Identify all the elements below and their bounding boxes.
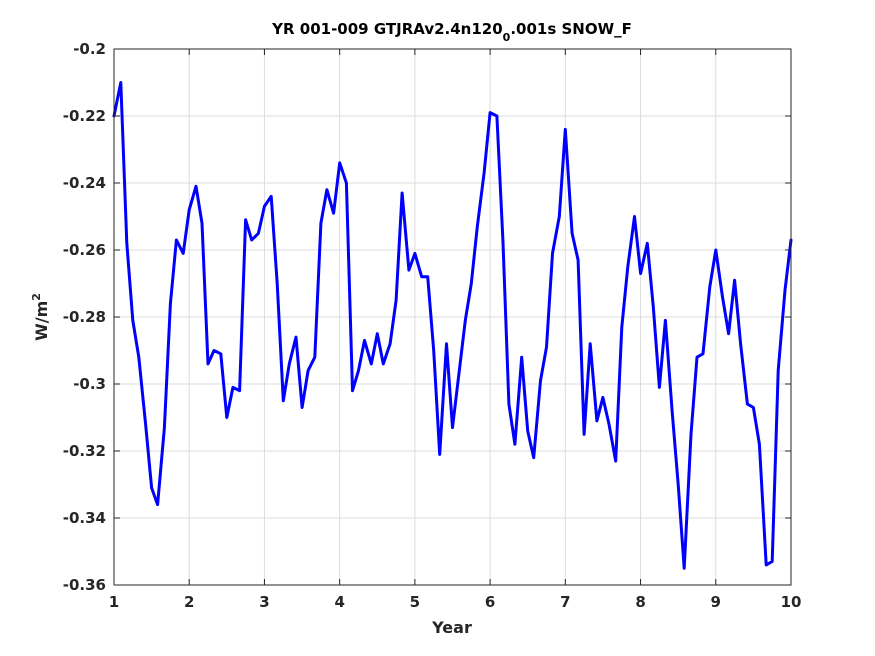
tick-marks	[113, 48, 792, 586]
x-tick-label: 4	[334, 593, 344, 611]
x-tick-label: 9	[711, 593, 721, 611]
y-tick-label: -0.2	[73, 40, 106, 58]
y-axis-title-superscript: 2	[30, 293, 43, 301]
x-axis-title: Year	[431, 618, 472, 637]
y-tick-labels: -0.36 -0.34 -0.32 -0.3 -0.28 -0.26 -0.24 -0.22 -…	[63, 40, 106, 594]
y-tick-label: -0.22	[63, 107, 106, 125]
y-tick-label: -0.32	[63, 442, 106, 460]
chart-title: YR 001-009 GTJRAv2.4n1200.001s SNOW_F	[271, 20, 632, 44]
y-tick-label: -0.28	[63, 308, 106, 326]
x-tick-label: 2	[184, 593, 194, 611]
y-tick-label: -0.36	[63, 576, 106, 594]
x-tick-label: 1	[109, 593, 119, 611]
chart-title-main: YR 001-009 GTJRAv2.4n120	[271, 20, 503, 38]
y-tick-label: -0.3	[73, 375, 106, 393]
x-tick-label: 5	[410, 593, 420, 611]
x-tick-label: 7	[560, 593, 570, 611]
x-tick-label: 10	[781, 593, 802, 611]
x-tick-label: 3	[259, 593, 269, 611]
x-tick-labels: 1 2 3 4 5 6 7 8 9 10	[109, 593, 802, 611]
y-axis-title-main: W/m	[32, 301, 51, 341]
x-tick-label: 6	[485, 593, 495, 611]
y-tick-label: -0.24	[63, 174, 106, 192]
series-line	[112, 81, 793, 570]
y-tick-label: -0.34	[63, 509, 106, 527]
chart-title-subscript: 0	[503, 31, 511, 44]
x-tick-label: 8	[635, 593, 645, 611]
y-tick-label: -0.26	[63, 241, 106, 259]
chart-title-tail: .001s SNOW_F	[510, 20, 632, 38]
y-axis-title: W/m2	[30, 293, 51, 341]
